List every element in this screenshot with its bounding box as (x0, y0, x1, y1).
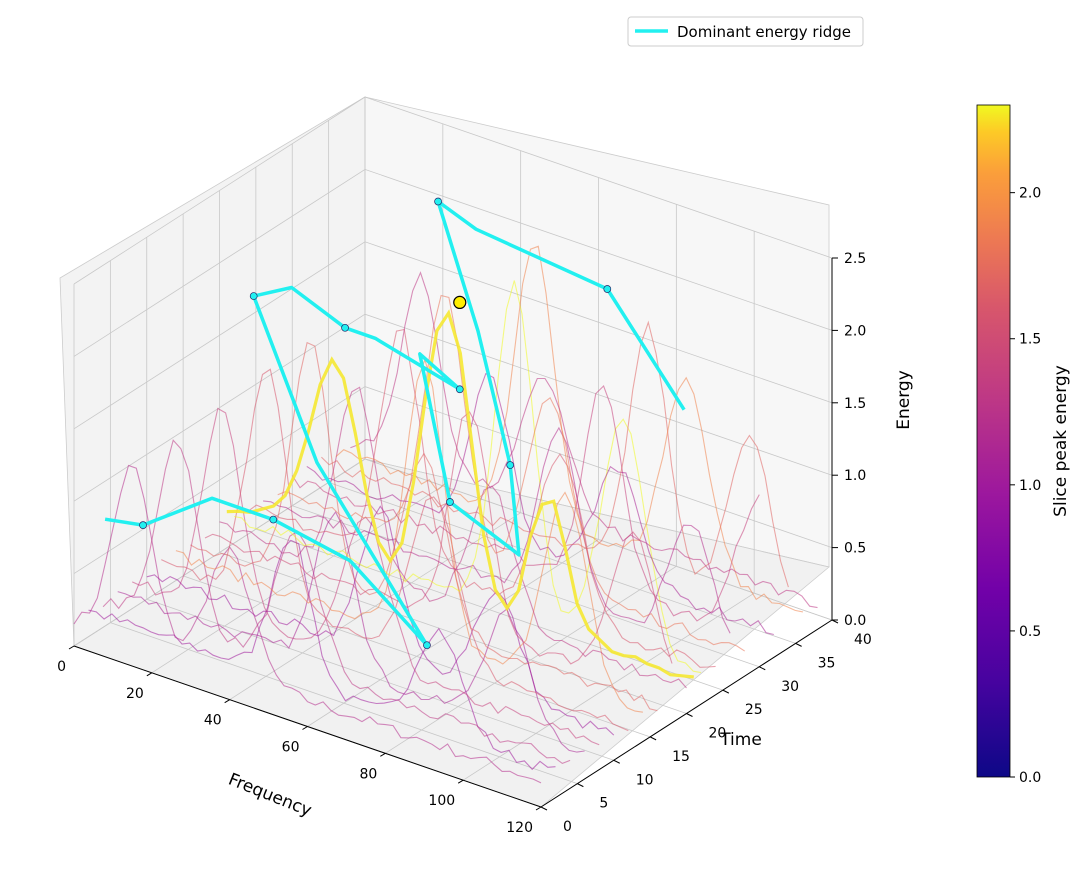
ridge-point (455, 385, 464, 394)
spectrum-slice-line (102, 439, 571, 765)
x-axis-line (73, 645, 542, 808)
spectrum-slice-line (234, 280, 702, 674)
colorbar-tick-label: 2.0 (1019, 186, 1041, 202)
x-tick-label: 20 (126, 686, 144, 702)
y-tick-mark (686, 713, 693, 717)
x-tick-mark (457, 779, 464, 784)
spectrum-slice-line (306, 372, 774, 636)
colorbar-ticks: 0.0 0.5 1.0 1.5 2.0 (1010, 186, 1041, 786)
axes-ticks: 0 20 40 60 80 100 120 0 5 10 15 20 25 30 35 40 0.0 0.5 1.0… (57, 251, 872, 836)
ridge-point (506, 461, 515, 469)
x-tick-mark (380, 752, 386, 757)
x-tick-label: 80 (360, 766, 378, 782)
z-axis-label: Energy (894, 370, 914, 430)
colorbar-tick-label: 0.0 (1019, 770, 1041, 786)
z-tick-label: 0.0 (844, 613, 866, 629)
y-tick-label: 25 (745, 702, 763, 718)
y-tick-label: 30 (781, 679, 799, 695)
x-tick-mark (146, 672, 153, 677)
z-tick-label: 1.5 (844, 396, 866, 412)
spectrum-slice-line (146, 505, 615, 736)
legend: Dominant energy ridge (627, 16, 864, 47)
y-tick-label: 15 (672, 749, 690, 765)
ridge-point (341, 323, 349, 332)
highlighted-slice (226, 309, 694, 679)
x-axis-label: Frequency (225, 770, 314, 821)
spectrum-slices (73, 245, 818, 784)
y-tick-mark (649, 736, 657, 741)
spectrum-slice-line (277, 294, 746, 652)
spectrum-slice-line (263, 426, 731, 634)
spectrum-slice-line (350, 271, 818, 609)
ridge-point (434, 197, 442, 206)
z-tick-label: 2.0 (844, 323, 866, 339)
x-tick-label: 120 (506, 820, 533, 836)
colorbar-tick-label: 1.5 (1019, 332, 1041, 348)
spectrum-slice-line (204, 411, 673, 665)
spectrum-slice-line (175, 358, 643, 713)
spectrum-slice-line (248, 328, 716, 668)
x-tick-label: 40 (204, 713, 222, 729)
spectrum-slice-line (219, 386, 687, 689)
y-tick-label: 5 (599, 796, 608, 812)
y-tick-label: 40 (854, 632, 872, 648)
legend-entry-label: Dominant energy ridge (677, 23, 851, 41)
dominant-energy-ridge (104, 197, 686, 650)
ridge-line (104, 199, 686, 647)
ridge-point (446, 498, 454, 506)
y-tick-label: 10 (636, 772, 654, 788)
x-tick-mark (535, 806, 542, 811)
legend-box (627, 16, 864, 47)
colorbar-tick-label: 1.0 (1019, 478, 1041, 494)
ridge-point (603, 285, 612, 293)
y-tick-label: 35 (818, 655, 836, 671)
y-axis-label: Time (719, 730, 762, 750)
x-tick-label: 0 (57, 659, 66, 675)
x-tick-label: 60 (282, 740, 300, 756)
y-tick-mark (540, 806, 548, 811)
y-tick-label: 0 (563, 819, 572, 835)
grid-line-time (110, 622, 578, 785)
colorbar-tick-label: 0.5 (1019, 624, 1041, 640)
y-axis-line (540, 619, 833, 808)
ridge-point (139, 521, 147, 529)
y-tick-mark (722, 689, 730, 694)
grid-line-time (219, 552, 687, 714)
y-tick-mark (613, 759, 620, 764)
axes-panes (59, 96, 830, 808)
ridge-point (269, 515, 278, 524)
ridge-point (249, 292, 258, 300)
highlighted-slice-line (226, 309, 694, 679)
z-tick-label: 1.0 (844, 468, 866, 484)
ridge-point (423, 641, 431, 650)
spectrum-slice-line (321, 320, 789, 588)
y-tick-mark (577, 783, 584, 788)
grid-line-time (146, 598, 614, 761)
colorbar-gradient (976, 104, 1011, 778)
colorbar-label: Slice peak energy (1051, 365, 1071, 517)
y-tick-label: 20 (709, 726, 727, 742)
ridge-max-marker (453, 295, 467, 310)
z-tick-label: 0.5 (844, 541, 866, 557)
y-tick-mark (795, 642, 802, 647)
x-tick-mark (224, 699, 230, 704)
colorbar: 0.0 0.5 1.0 1.5 2.0 Slice peak energy (976, 104, 1071, 786)
x-tick-mark (302, 726, 308, 730)
y-tick-mark (759, 666, 766, 671)
spectrum-slice-line (131, 407, 600, 746)
z-tick-label: 2.5 (844, 251, 866, 267)
grid-line-time (328, 481, 796, 644)
x-tick-mark (68, 645, 75, 650)
x-tick-label: 100 (428, 793, 455, 809)
